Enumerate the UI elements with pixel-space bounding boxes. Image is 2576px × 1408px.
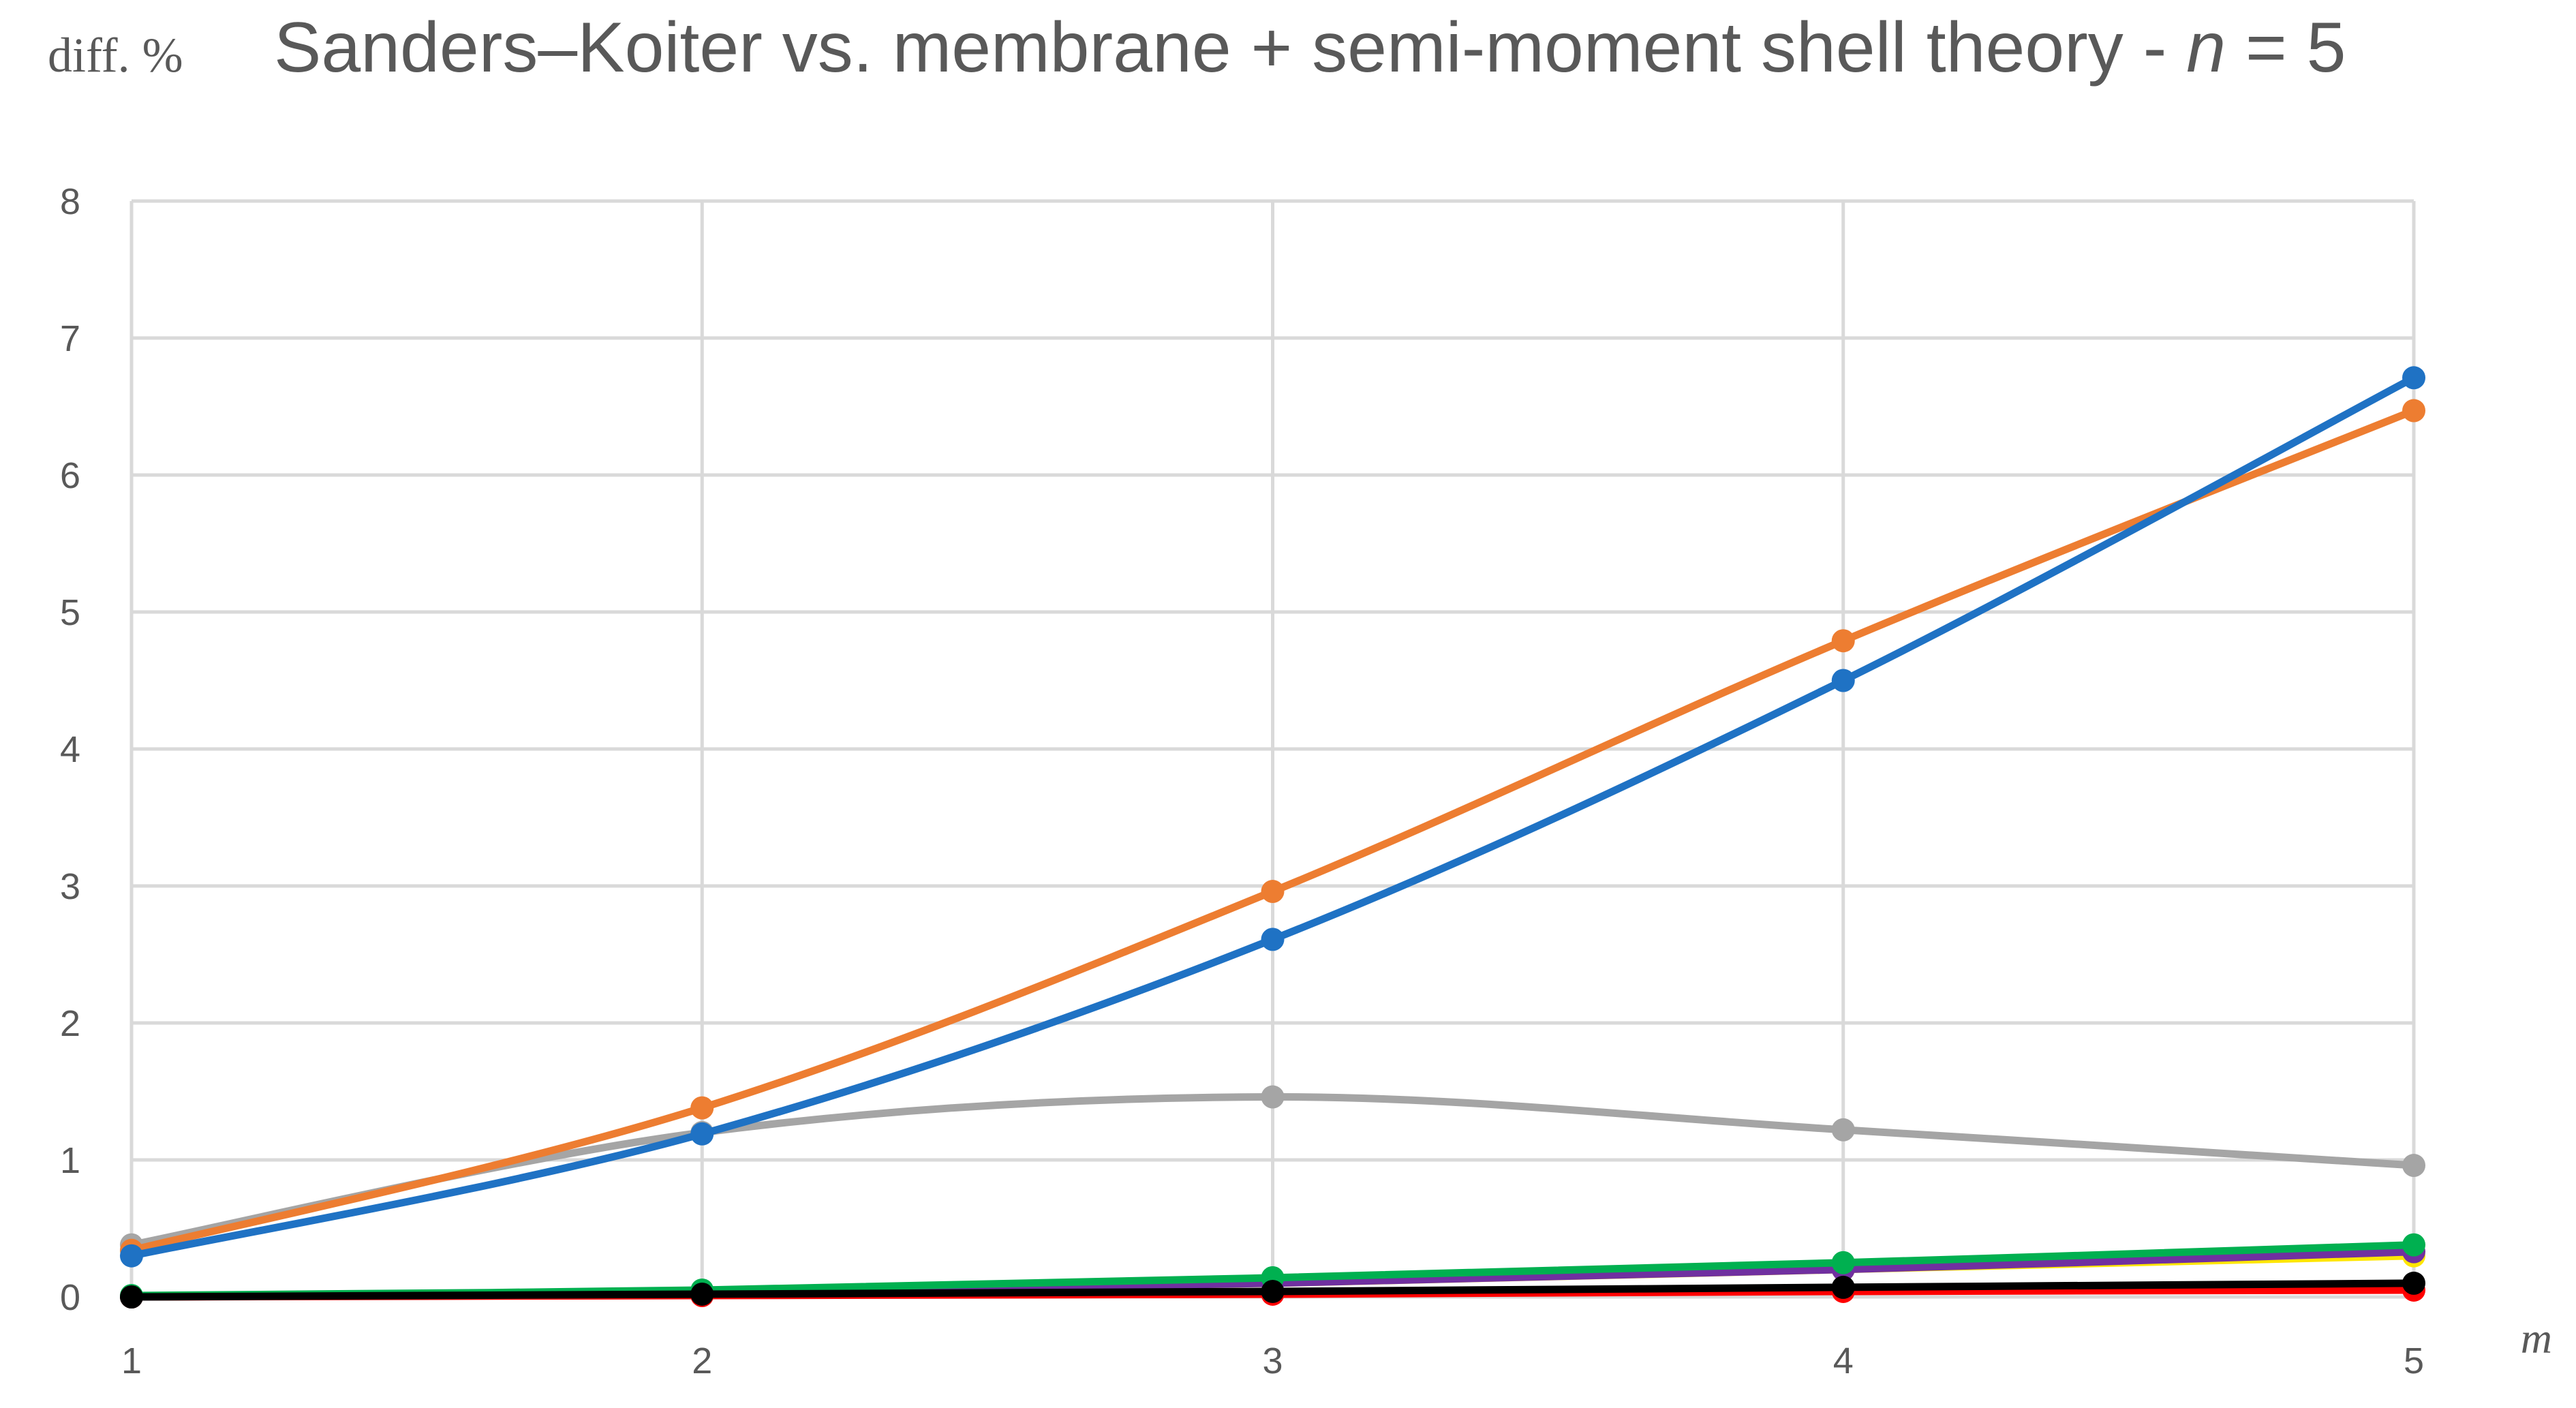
data-point	[120, 1244, 143, 1268]
data-point	[2402, 1233, 2425, 1257]
data-point	[1261, 1085, 1285, 1109]
data-point	[1261, 1279, 1285, 1303]
x-tick-label: 1	[121, 1341, 142, 1381]
y-tick-label: 1	[60, 1140, 80, 1181]
x-tick-label: 4	[1833, 1341, 1854, 1381]
series-group	[120, 366, 2425, 1308]
data-point	[1831, 1275, 1855, 1299]
chart-title: Sanders–Koiter vs. membrane + semi-momen…	[274, 8, 2346, 87]
data-point	[690, 1096, 714, 1120]
x-tick-label: 3	[1262, 1341, 1283, 1381]
data-point	[2402, 1154, 2425, 1178]
x-tick-label: 2	[692, 1341, 712, 1381]
data-point	[690, 1282, 714, 1306]
x-axis-label: m	[2521, 1314, 2552, 1362]
grid	[129, 199, 2416, 1299]
data-point	[1831, 1251, 1855, 1274]
y-tick-label: 0	[60, 1277, 80, 1318]
y-tick-label: 3	[60, 866, 80, 907]
y-tick-label: 7	[60, 318, 80, 359]
y-tick-label: 8	[60, 181, 80, 222]
y-axis-label: diff. %	[48, 28, 183, 82]
series-5	[120, 1271, 2425, 1308]
chart-title-main: Sanders–Koiter vs. membrane + semi-momen…	[274, 8, 2186, 87]
data-point	[2402, 1271, 2425, 1295]
data-point	[2402, 366, 2425, 390]
y-tick-label: 4	[60, 729, 80, 770]
data-point	[1831, 629, 1855, 653]
chart-title-rest: = 5	[2226, 8, 2346, 87]
y-tick-label: 2	[60, 1003, 80, 1044]
data-point	[1831, 1118, 1855, 1142]
data-point	[120, 1285, 143, 1308]
data-point	[1261, 928, 1285, 951]
series-8	[120, 366, 2425, 1268]
y-tick-label: 5	[60, 592, 80, 633]
data-point	[2402, 399, 2425, 423]
x-tick-label: 5	[2404, 1341, 2424, 1381]
data-point	[1261, 880, 1285, 904]
axis-ticks: 0 1 2 3 4 5 6 7 8 1 2 3 4 5	[60, 181, 2424, 1381]
chart-title-variable: n	[2186, 8, 2226, 87]
y-tick-label: 6	[60, 455, 80, 496]
data-point	[1831, 669, 1855, 692]
data-point	[690, 1122, 714, 1146]
